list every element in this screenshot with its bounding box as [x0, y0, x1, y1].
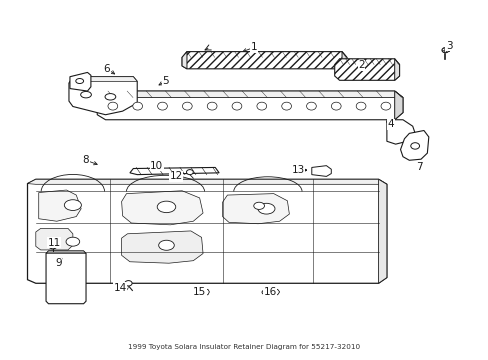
Ellipse shape: [256, 102, 266, 110]
Polygon shape: [222, 194, 289, 224]
Polygon shape: [334, 59, 399, 80]
Ellipse shape: [124, 280, 132, 286]
Polygon shape: [46, 251, 86, 253]
Polygon shape: [130, 167, 219, 175]
Text: 2: 2: [358, 60, 364, 70]
Ellipse shape: [66, 237, 80, 246]
Text: 11: 11: [48, 238, 61, 248]
Text: 4: 4: [386, 120, 393, 129]
Text: 14: 14: [113, 283, 126, 293]
Ellipse shape: [355, 102, 365, 110]
Polygon shape: [268, 289, 279, 295]
Polygon shape: [46, 251, 86, 304]
Ellipse shape: [105, 94, 116, 100]
Ellipse shape: [262, 290, 267, 294]
Ellipse shape: [207, 102, 217, 110]
Text: 8: 8: [82, 155, 89, 165]
Polygon shape: [182, 51, 186, 69]
Text: 10: 10: [150, 161, 163, 171]
Text: 16: 16: [263, 287, 276, 297]
Polygon shape: [97, 91, 402, 98]
Polygon shape: [122, 191, 203, 225]
Polygon shape: [394, 59, 399, 80]
Ellipse shape: [331, 102, 341, 110]
Polygon shape: [27, 179, 386, 184]
Polygon shape: [386, 120, 414, 144]
Polygon shape: [122, 231, 203, 263]
Ellipse shape: [157, 102, 167, 110]
Ellipse shape: [186, 170, 193, 175]
Ellipse shape: [81, 91, 91, 98]
Ellipse shape: [48, 242, 57, 249]
Text: 3: 3: [445, 41, 452, 50]
Ellipse shape: [441, 48, 448, 53]
Ellipse shape: [76, 78, 83, 84]
Polygon shape: [27, 179, 386, 283]
Text: 6: 6: [103, 64, 110, 74]
Ellipse shape: [253, 202, 264, 210]
Polygon shape: [311, 166, 330, 176]
Text: 9: 9: [55, 258, 61, 268]
Ellipse shape: [64, 200, 81, 211]
Polygon shape: [36, 228, 73, 250]
Text: 5: 5: [162, 76, 168, 86]
Ellipse shape: [232, 102, 242, 110]
Text: 15: 15: [193, 287, 206, 297]
Polygon shape: [70, 72, 91, 91]
Ellipse shape: [108, 102, 118, 110]
Polygon shape: [69, 77, 137, 83]
Ellipse shape: [182, 102, 192, 110]
Ellipse shape: [380, 102, 390, 110]
Text: 7: 7: [415, 162, 422, 172]
Polygon shape: [97, 91, 402, 120]
Polygon shape: [394, 91, 402, 120]
Text: 1: 1: [250, 42, 257, 52]
Ellipse shape: [133, 102, 142, 110]
Text: 12: 12: [169, 171, 183, 181]
Polygon shape: [400, 131, 428, 160]
Ellipse shape: [51, 243, 55, 247]
Ellipse shape: [157, 201, 175, 213]
Text: 13: 13: [291, 165, 304, 175]
Polygon shape: [69, 77, 137, 115]
Polygon shape: [39, 190, 81, 221]
Ellipse shape: [158, 240, 174, 250]
Ellipse shape: [306, 102, 316, 110]
Ellipse shape: [410, 143, 419, 149]
Polygon shape: [378, 179, 386, 283]
Ellipse shape: [192, 290, 198, 294]
Polygon shape: [199, 289, 209, 295]
Polygon shape: [182, 51, 346, 69]
Ellipse shape: [281, 102, 291, 110]
Polygon shape: [341, 51, 346, 69]
Ellipse shape: [257, 203, 274, 214]
Text: 1999 Toyota Solara Insulator Retainer Diagram for 55217-32010: 1999 Toyota Solara Insulator Retainer Di…: [128, 345, 360, 350]
